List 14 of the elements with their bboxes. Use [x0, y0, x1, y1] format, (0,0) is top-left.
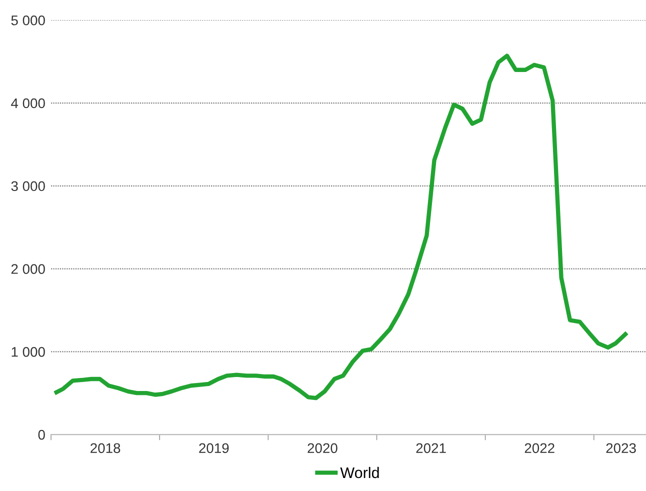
y-tick-label: 0 — [38, 430, 45, 440]
x-tick-label: 2020 — [308, 443, 338, 454]
y-tick-label: 4 000 — [11, 98, 45, 108]
y-tick-label: 2 000 — [11, 264, 45, 274]
x-tick-label: 2021 — [416, 443, 446, 454]
x-tick-label: 2018 — [90, 443, 120, 454]
legend-label: World — [340, 466, 379, 478]
x-tick-label: 2019 — [199, 443, 229, 454]
y-tick-label: 3 000 — [11, 181, 45, 192]
y-tick-label: 5 000 — [11, 15, 45, 26]
line-series — [54, 54, 628, 400]
x-tick-label: 2023 — [606, 443, 636, 454]
y-tick-label: 1 000 — [12, 346, 45, 357]
x-tick-label: 2022 — [524, 443, 554, 454]
